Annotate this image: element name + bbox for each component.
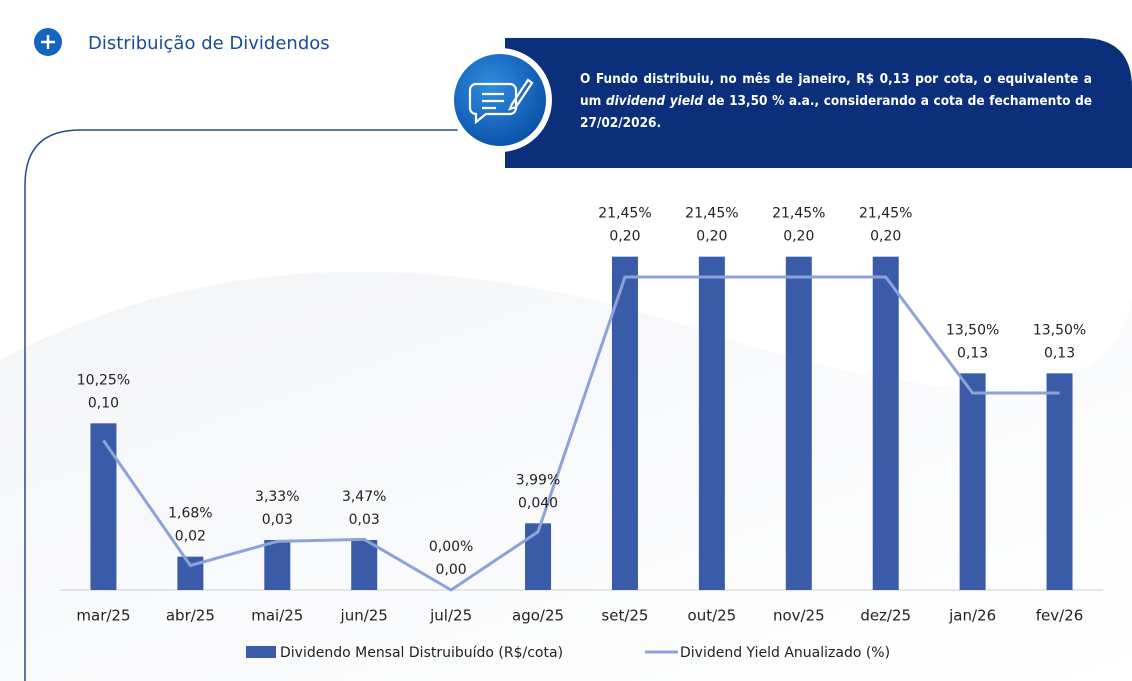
yield-value-label: 0,00% (429, 539, 473, 555)
yield-line (102, 275, 1060, 592)
yield-value-label: 3,47% (342, 489, 386, 505)
bar (264, 540, 291, 590)
x-tick-label: ago/25 (512, 607, 564, 625)
callout-text: O Fundo distribuiu, no mês de janeiro, R… (580, 68, 1092, 134)
bar-value-label: 0,20 (609, 229, 640, 245)
yield-value-label: 3,33% (255, 489, 299, 505)
bar-value-label: 0,040 (518, 495, 558, 511)
legend-label: Dividendo Mensal Distruibuído (R$/cota) (280, 645, 563, 661)
yield-value-label: 13,50% (1033, 322, 1086, 338)
legend-swatch (246, 646, 276, 658)
bar-value-label: 0,20 (870, 229, 901, 245)
bar-value-label: 0,20 (696, 229, 727, 245)
x-tick-label: nov/25 (773, 607, 825, 625)
bar-value-label: 0,03 (262, 512, 293, 528)
yield-value-label: 1,68% (168, 506, 212, 522)
bar (90, 423, 117, 590)
bar-value-label: 0,00 (436, 562, 467, 578)
bar-value-label: 0,13 (1044, 345, 1075, 361)
callout-part: O Fundo distribuiu, no mês de janeiro, R… (580, 71, 1092, 109)
x-tick-label: jun/25 (340, 607, 388, 625)
bar-value-label: 0,10 (88, 395, 119, 411)
bar (525, 523, 552, 590)
x-tick-label: abr/25 (166, 607, 215, 625)
x-tick-label: out/25 (688, 607, 737, 625)
bar (959, 373, 986, 590)
yield-value-label: 21,45% (598, 206, 651, 222)
x-tick-label: dez/25 (860, 607, 911, 625)
callout-box (505, 38, 1132, 168)
legend-label: Dividend Yield Anualizado (%) (680, 645, 890, 661)
bar (785, 256, 812, 590)
bar (1046, 373, 1073, 590)
yield-value-label: 3,99% (516, 472, 560, 488)
bar-value-label: 0,02 (175, 529, 206, 545)
yield-value-label: 21,45% (772, 206, 825, 222)
bar (611, 256, 638, 590)
callout-part: de 13,50 % a.a., considerando a cota de … (580, 93, 1093, 131)
x-tick-label: fev/26 (1036, 607, 1084, 625)
bar (351, 540, 378, 590)
x-tick-label: jan/26 (948, 607, 996, 625)
yield-value-label: 21,45% (859, 206, 912, 222)
section-title: Distribuição de Dividendos (88, 33, 330, 54)
x-tick-label: mar/25 (76, 607, 130, 625)
x-tick-label: set/25 (601, 607, 648, 625)
x-tick-label: jul/25 (429, 607, 472, 625)
card-border (24, 129, 470, 681)
bar-value-label: 0,20 (783, 229, 814, 245)
bar-value-label: 0,03 (349, 512, 380, 528)
yield-value-label: 21,45% (685, 206, 738, 222)
yield-value-label: 10,25% (77, 372, 130, 388)
bar (872, 256, 899, 590)
yield-value-label: 13,50% (946, 322, 999, 338)
callout-emphasis: dividend yield (605, 93, 703, 109)
plus-sign (41, 35, 55, 49)
note-glyph (468, 78, 534, 125)
x-tick-label: mai/25 (251, 607, 303, 625)
bar-value-label: 0,13 (957, 345, 988, 361)
bar (698, 256, 725, 590)
